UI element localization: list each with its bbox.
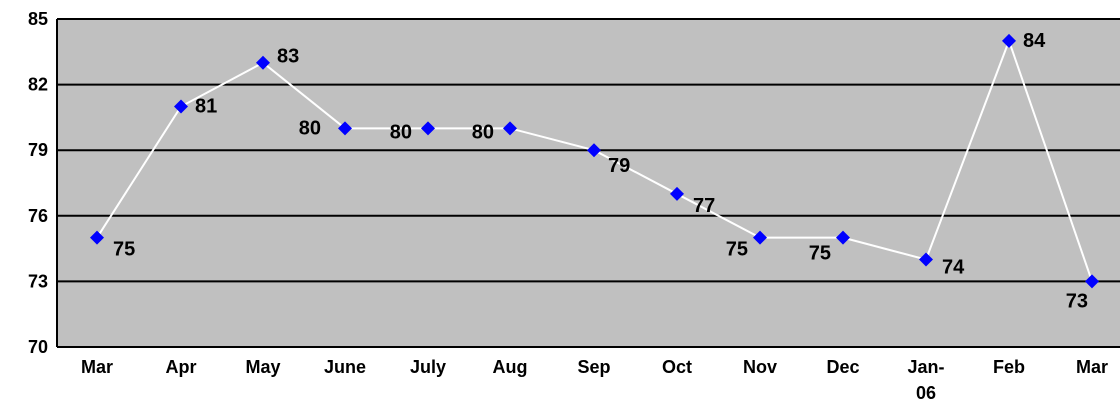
x-tick-label: May xyxy=(245,357,280,377)
x-tick-label: June xyxy=(324,357,366,377)
x-tick-label: Aug xyxy=(493,357,528,377)
y-tick-label: 82 xyxy=(28,75,48,95)
data-label: 73 xyxy=(1066,290,1088,312)
y-tick-label: 79 xyxy=(28,140,48,160)
x-tick-label: Jan-06 xyxy=(907,357,944,402)
y-tick-label: 85 xyxy=(28,9,48,29)
data-label: 74 xyxy=(942,257,965,279)
y-tick-label: 73 xyxy=(28,271,48,291)
x-tick-label: Nov xyxy=(743,357,777,377)
x-tick-label: Apr xyxy=(166,357,197,377)
data-labels: 75 81 83 80 80 80 79 77 75 75 74 84 73 xyxy=(113,30,1088,313)
data-label: 80 xyxy=(472,121,494,143)
data-label: 79 xyxy=(608,155,630,177)
x-tick-label: Dec xyxy=(826,357,859,377)
data-point-marker xyxy=(174,99,188,114)
data-point-marker xyxy=(338,121,352,136)
data-label: 75 xyxy=(726,239,748,261)
x-tick-label: Mar xyxy=(1076,357,1108,377)
y-tick-labels: 70 73 76 79 82 85 xyxy=(28,9,48,357)
data-label: 77 xyxy=(693,195,715,217)
data-label: 75 xyxy=(809,243,831,265)
data-point-marker xyxy=(836,230,850,245)
y-tick-label: 76 xyxy=(28,206,48,226)
data-label: 80 xyxy=(299,117,321,139)
x-tick-label: Mar xyxy=(81,357,113,377)
data-point-marker xyxy=(421,121,435,136)
data-label: 80 xyxy=(390,121,412,143)
data-point-marker xyxy=(670,186,684,201)
data-point-marker xyxy=(1085,274,1099,289)
data-point-marker xyxy=(503,121,517,136)
data-label: 81 xyxy=(195,95,217,117)
x-tick-label: Feb xyxy=(993,357,1025,377)
data-label: 84 xyxy=(1023,30,1046,52)
x-tick-label: July xyxy=(410,357,446,377)
data-point-marker xyxy=(90,230,104,245)
data-point-marker xyxy=(1002,33,1016,48)
x-tick-label: Oct xyxy=(662,357,692,377)
data-point-marker xyxy=(919,252,933,267)
data-label: 83 xyxy=(277,46,299,68)
data-point-marker xyxy=(753,230,767,245)
x-tick-label: Sep xyxy=(577,357,610,377)
x-tick-labels: Mar Apr May June July Aug Sep Oct Nov Dec Jan-06 Fe… xyxy=(81,357,1108,402)
data-label: 75 xyxy=(113,239,135,261)
plot-area xyxy=(57,19,1120,347)
series-group xyxy=(90,33,1099,289)
y-tick-label: 70 xyxy=(28,337,48,357)
data-point-marker xyxy=(587,143,601,158)
data-point-marker xyxy=(256,55,270,70)
